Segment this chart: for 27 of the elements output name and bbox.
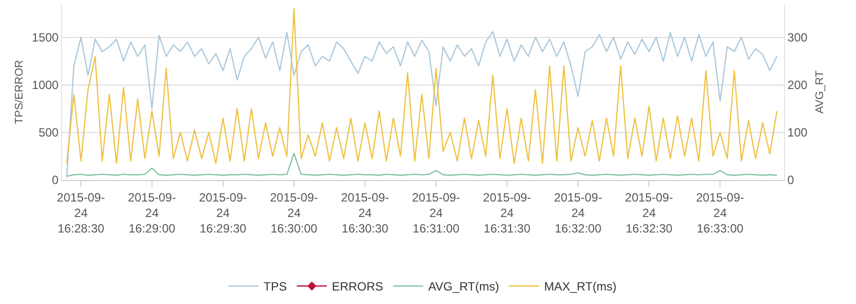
x-tick-label: 2015-09- 24 16:29:00 — [128, 190, 176, 236]
legend-label: AVG_RT(ms) — [428, 280, 500, 294]
legend-label: ERRORS — [332, 280, 384, 294]
line-series — [66, 30, 778, 178]
y2-axis-title: AVG_RT — [814, 70, 826, 114]
x-tick-label: 2015-09- 24 16:32:00 — [554, 190, 602, 236]
y-tick-label: 1500 — [32, 30, 59, 44]
y2-tick-label: 100 — [787, 126, 808, 140]
x-tick-label: 2015-09- 24 16:31:00 — [412, 190, 460, 236]
x-tick-label: 2015-09- 24 16:31:30 — [483, 190, 532, 236]
x-tick-label: 2015-09- 24 16:29:30 — [198, 190, 247, 236]
x-tick-label: 2015-09- 24 16:28:30 — [56, 190, 105, 236]
y-tick-label: 1000 — [32, 78, 59, 92]
x-tick-label: 2015-09- 24 16:30:00 — [270, 190, 318, 236]
y2-tick-label: 300 — [787, 30, 808, 44]
y-tick-label: 500 — [38, 126, 59, 140]
y-axis-title: TPS/ERROR — [14, 60, 26, 124]
legend-label: MAX_RT(ms) — [544, 280, 617, 294]
line-series — [66, 152, 778, 177]
x-tick-label: 2015-09- 24 16:30:30 — [340, 190, 390, 236]
y2-tick-label: 0 — [787, 173, 794, 188]
y-tick-label: 0 — [52, 173, 59, 188]
x-tick-label: 2015-09- 24 16:32:30 — [625, 190, 674, 236]
legend-label: TPS — [264, 280, 287, 294]
y2-tick-label: 200 — [787, 78, 808, 92]
x-tick-label: 2015-09- 24 16:33:00 — [696, 190, 744, 236]
line-series — [66, 8, 778, 164]
